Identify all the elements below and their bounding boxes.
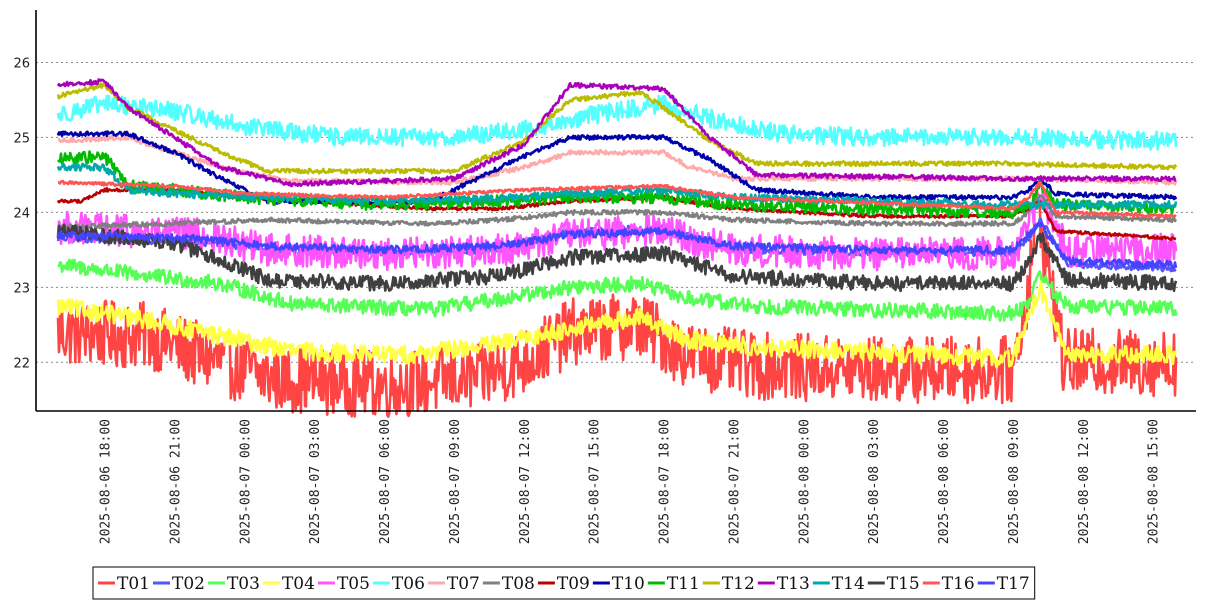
x-tick-label: 2025-08-08 03:00 — [867, 419, 882, 544]
x-tick-label: 2025-08-07 06:00 — [378, 419, 393, 544]
series-line-t03 — [57, 258, 1178, 322]
x-tick-label: 2025-08-07 12:00 — [518, 419, 533, 544]
x-tick-label: 2025-08-07 21:00 — [728, 419, 743, 544]
x-tick-label: 2025-08-07 03:00 — [308, 419, 323, 544]
series-line-t14 — [56, 162, 1178, 210]
series-line-t08 — [57, 194, 1178, 231]
series-line-t04 — [56, 280, 1178, 368]
legend-label: T15 — [887, 574, 920, 594]
x-tick-label: 2025-08-07 18:00 — [658, 419, 673, 544]
x-tick-label: 2025-08-08 00:00 — [797, 419, 812, 544]
y-tick-label: 22 — [13, 356, 30, 371]
series-line-t15 — [56, 223, 1178, 293]
legend-label: T10 — [612, 574, 645, 594]
legend-label: T07 — [447, 574, 480, 594]
x-tick-label: 2025-08-08 12:00 — [1077, 419, 1092, 544]
legend-label: T13 — [777, 574, 810, 594]
series-line-t13 — [56, 78, 1177, 188]
y-tick-label: 23 — [13, 281, 30, 296]
legend-label: T09 — [557, 574, 590, 594]
series-line-t16 — [57, 179, 1177, 219]
legend-label: T02 — [172, 574, 205, 594]
legend-label: T01 — [117, 574, 150, 594]
series-layer — [56, 78, 1178, 418]
legend-label: T08 — [502, 574, 535, 594]
x-tick-label: 2025-08-07 15:00 — [588, 419, 603, 544]
legend-label: T04 — [282, 574, 315, 594]
y-tick-label: 24 — [13, 206, 30, 221]
series-line-t01 — [56, 186, 1178, 418]
axes-layer: 22 23 24 25 26 2025-08-06 18:00 2025-08-06 21:… — [13, 10, 1196, 544]
legend-label: T06 — [392, 574, 425, 594]
legend-label: T03 — [227, 574, 260, 594]
legend-label: T11 — [667, 574, 700, 594]
series-line-t12 — [56, 82, 1178, 175]
x-tick-label: 2025-08-06 18:00 — [99, 419, 114, 544]
x-tick-label: 2025-08-07 00:00 — [238, 419, 253, 544]
legend-label: T16 — [942, 574, 975, 594]
series-line-t06 — [56, 94, 1178, 151]
x-tick-label: 2025-08-08 09:00 — [1007, 419, 1022, 544]
y-tick-label: 25 — [13, 131, 30, 146]
y-tick-label: 26 — [13, 56, 30, 71]
x-tick-label: 2025-08-07 09:00 — [448, 419, 463, 544]
legend: T01 T02 T03 T04 T05 T06 T07 T08 T09 T10 T11 T12 T13 T… — [92, 566, 1036, 600]
x-tick-label: 2025-08-06 21:00 — [169, 419, 184, 544]
x-tick-label: 2025-08-08 15:00 — [1147, 419, 1162, 544]
x-tick-label: 2025-08-08 06:00 — [937, 419, 952, 544]
legend-label: T12 — [722, 574, 755, 594]
series-line-t10 — [56, 130, 1178, 205]
legend-label: T17 — [997, 574, 1030, 594]
legend-label: T14 — [832, 574, 865, 594]
series-line-t17 — [56, 221, 1178, 269]
legend-label: T05 — [337, 574, 370, 594]
